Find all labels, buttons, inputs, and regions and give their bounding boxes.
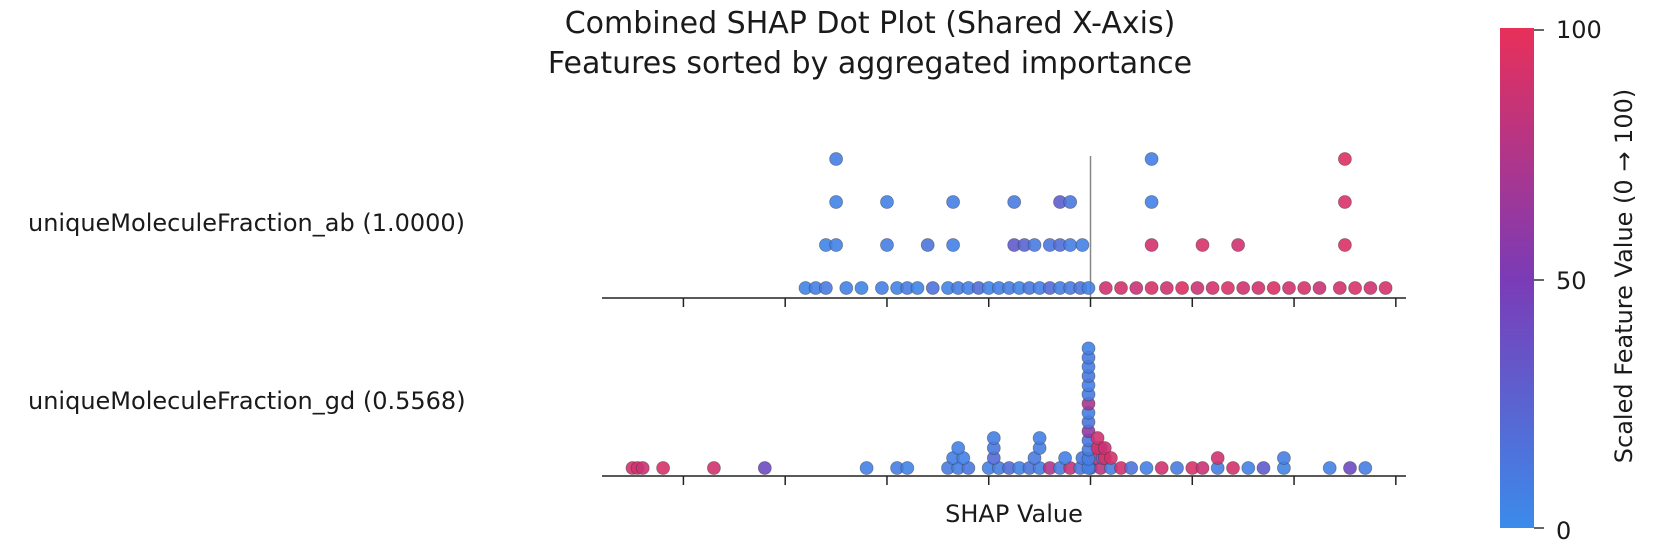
shap-point-feature-1: [1154, 461, 1169, 475]
shap-point-feature-0: [1190, 281, 1205, 295]
chart-subtitle: Features sorted by aggregated importance: [547, 46, 1193, 81]
shap-point-feature-0: [1205, 281, 1220, 295]
shap-point-feature-0: [1282, 281, 1296, 295]
shap-point-feature-1: [1032, 431, 1047, 445]
shap-point-feature-0: [910, 281, 925, 295]
shap-point-feature-0: [854, 281, 869, 295]
shap-point-feature-0: [829, 195, 843, 209]
shap-point-feature-0: [1144, 281, 1159, 295]
shap-point-feature-0: [829, 238, 843, 252]
feature-label-0: uniqueMoleculeFraction_ab (1.0000): [28, 209, 466, 237]
colorbar-tick-label-50: 50: [1556, 267, 1587, 295]
shap-point-feature-0: [1312, 281, 1327, 295]
shap-point-feature-0: [1195, 238, 1210, 252]
shap-point-feature-0: [1114, 281, 1128, 295]
shap-point-feature-1: [1058, 451, 1072, 465]
shap-point-feature-0: [1221, 281, 1235, 295]
shap-point-feature-0: [1266, 281, 1281, 295]
shap-point-feature-0: [1144, 152, 1159, 166]
shap-point-feature-0: [1175, 281, 1189, 295]
chart-title: Combined SHAP Dot Plot (Shared X-Axis): [564, 6, 1176, 41]
shap-point-feature-1: [1210, 451, 1225, 465]
shap-point-feature-1: [1343, 461, 1357, 475]
shap-point-feature-0: [829, 152, 843, 166]
colorbar-tick-label-100: 100: [1556, 16, 1602, 44]
x-axis-label: SHAP Value: [945, 500, 1083, 528]
shap-point-feature-0: [1144, 195, 1159, 209]
shap-point-feature-0: [1363, 281, 1378, 295]
shap-point-feature-1: [1256, 461, 1271, 475]
shap-point-feature-0: [875, 281, 889, 295]
shap-point-feature-0: [1027, 238, 1042, 252]
shap-point-feature-1: [757, 461, 772, 475]
shap-point-feature-1: [1124, 461, 1139, 475]
shap-point-feature-0: [1338, 152, 1352, 166]
shap-point-feature-1: [1195, 461, 1210, 475]
shap-point-feature-1: [1358, 461, 1373, 475]
shap-point-feature-0: [1378, 281, 1393, 295]
colorbar: [1500, 28, 1534, 528]
shap-point-feature-1: [1097, 441, 1112, 455]
shap-point-feature-1: [1090, 431, 1105, 445]
shap-point-feature-0: [1236, 281, 1251, 295]
shap-point-feature-1: [1139, 461, 1154, 475]
shap-point-feature-0: [1159, 281, 1174, 295]
shap-point-feature-0: [1231, 238, 1245, 252]
shap-point-feature-0: [1129, 281, 1144, 295]
shap-point-feature-0: [1348, 281, 1362, 295]
shap-point-feature-1: [951, 441, 966, 455]
shap-point-feature-0: [946, 238, 960, 252]
shap-point-feature-0: [1297, 281, 1312, 295]
shap-point-feature-0: [1332, 281, 1347, 295]
shap-point-feature-1: [1081, 341, 1096, 356]
shap-point-feature-0: [1144, 238, 1159, 252]
shap-point-feature-0: [1251, 281, 1266, 295]
shap-point-feature-0: [1081, 281, 1096, 295]
shap-point-feature-0: [1063, 238, 1078, 252]
shap-point-feature-1: [1104, 451, 1118, 465]
shap-point-feature-0: [1075, 238, 1090, 252]
shap-point-feature-0: [1007, 195, 1022, 209]
shap-point-feature-1: [1277, 451, 1291, 465]
colorbar-label: Scaled Feature Value (0 → 100): [1610, 88, 1638, 464]
shap-point-feature-0: [880, 238, 894, 252]
shap-point-feature-0: [946, 195, 960, 209]
shap-point-feature-1: [707, 461, 721, 475]
shap-point-feature-0: [819, 281, 833, 295]
shap-point-feature-0: [1063, 195, 1078, 209]
shap-point-feature-0: [839, 281, 854, 295]
colorbar-tick-label-0: 0: [1556, 517, 1572, 545]
shap-point-feature-1: [1241, 461, 1256, 475]
shap-point-feature-1: [635, 461, 650, 475]
shap-point-feature-1: [1322, 461, 1337, 475]
shap-point-feature-1: [1170, 461, 1184, 475]
shap-point-feature-1: [986, 431, 1001, 445]
shap-point-feature-0: [880, 195, 894, 209]
shap-point-feature-0: [1098, 281, 1113, 295]
shap-point-feature-0: [920, 238, 935, 252]
shap-point-feature-1: [900, 461, 915, 475]
shap-point-feature-0: [1338, 195, 1352, 209]
feature-label-1: uniqueMoleculeFraction_gd (0.5568): [28, 387, 466, 415]
shap-point-feature-1: [859, 461, 874, 475]
shap-point-feature-1: [656, 461, 670, 475]
shap-point-feature-1: [1226, 461, 1240, 475]
shap-point-feature-0: [1338, 238, 1352, 252]
shap-point-feature-0: [925, 281, 940, 295]
